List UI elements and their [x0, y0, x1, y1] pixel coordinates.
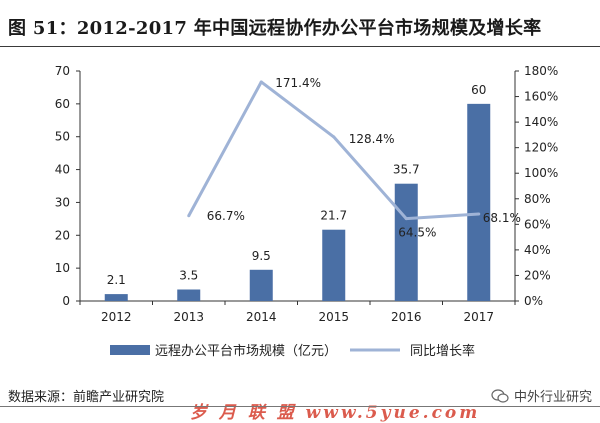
right-y-tick-label: 120%	[524, 141, 558, 155]
x-category-label: 2016	[391, 310, 422, 324]
left-y-tick-label: 70	[55, 64, 70, 78]
brand-label: 中外行业研究	[491, 386, 592, 405]
growth-rate-point	[332, 135, 336, 139]
right-y-tick-label: 180%	[524, 64, 558, 78]
left-y-tick-label: 50	[55, 130, 70, 144]
right-y-tick-label: 40%	[524, 243, 551, 257]
x-category-label: 2014	[246, 310, 277, 324]
brand-text: 中外行业研究	[513, 390, 592, 405]
legend-line-label: 同比增长率	[410, 343, 475, 359]
bar-2014	[249, 269, 273, 301]
growth-rate-point	[259, 80, 263, 84]
growth-rate-point	[477, 212, 481, 216]
x-category-label: 2017	[463, 310, 494, 324]
growth-rate-label: 66.7%	[207, 209, 245, 223]
chart-area: 0 10 20 30 40 50 60 70 0% 20% 40% 60% 80% 100% 120% 140…	[55, 64, 559, 359]
right-y-tick-label: 0%	[524, 294, 543, 308]
growth-rate-label: 171.4%	[275, 76, 321, 90]
legend-bar-swatch	[110, 345, 150, 355]
growth-rate-point	[187, 214, 191, 218]
site-watermark: 岁 月 联 盟 www.5yue.com	[190, 403, 481, 423]
growth-rate-label: 64.5%	[398, 226, 436, 240]
bar-value-label: 21.7	[320, 209, 347, 223]
left-y-tick-label: 60	[55, 97, 70, 111]
bar-2012	[104, 294, 128, 301]
bar-value-label: 60	[471, 83, 486, 97]
figure-title-bar: 图 51：2012-2017 年中国远程协作办公平台市场规模及增长率	[0, 0, 600, 47]
bar-2016	[394, 183, 418, 301]
left-y-tick-label: 20	[55, 228, 70, 242]
bar-2017	[467, 103, 491, 301]
growth-rate-label: 128.4%	[349, 132, 395, 146]
right-y-tick-label: 160%	[524, 90, 558, 104]
right-y-tick-label: 20%	[524, 268, 551, 282]
right-y-tick-label: 80%	[524, 192, 551, 206]
right-y-tick-label: 140%	[524, 115, 558, 129]
bar-2013	[177, 289, 201, 301]
x-category-label: 2015	[318, 310, 349, 324]
bar-value-label: 2.1	[107, 273, 126, 287]
bar-value-label: 35.7	[393, 163, 420, 177]
right-y-tick-label: 60%	[524, 217, 551, 231]
figure-title: 图 51：2012-2017 年中国远程协作办公平台市场规模及增长率	[8, 18, 542, 39]
left-y-tick-label: 0	[62, 294, 70, 308]
x-category-label: 2012	[101, 310, 132, 324]
left-y-tick-label: 10	[55, 261, 70, 275]
bar-value-label: 3.5	[179, 269, 198, 283]
bar-2015	[322, 229, 346, 301]
x-category-label: 2013	[173, 310, 204, 324]
growth-rate-line	[187, 80, 479, 221]
bottom-divider	[0, 406, 600, 407]
left-y-tick-label: 30	[55, 195, 70, 209]
growth-rate-label: 68.1%	[483, 211, 521, 225]
growth-rate-point	[404, 217, 408, 221]
data-source-note: 数据来源：前瞻产业研究院	[8, 390, 165, 405]
bar-value-label: 9.5	[252, 249, 271, 263]
right-y-tick-label: 100%	[524, 166, 558, 180]
wechat-icon	[491, 388, 509, 403]
left-y-tick-label: 40	[55, 163, 70, 177]
legend-bar-label: 远程办公平台市场规模（亿元）	[155, 343, 337, 359]
